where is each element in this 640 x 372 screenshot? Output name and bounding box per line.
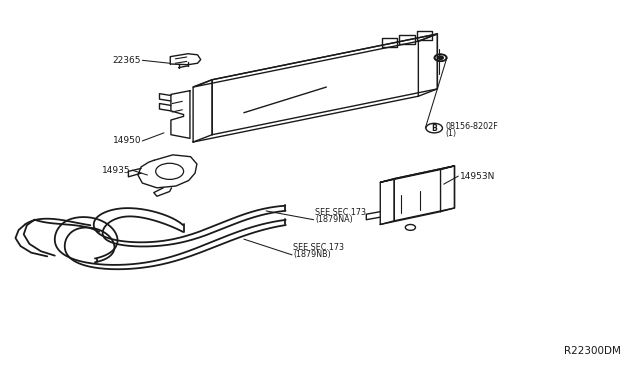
Text: SEE SEC.173: SEE SEC.173	[315, 208, 366, 217]
Text: B: B	[431, 124, 437, 132]
Text: 14950: 14950	[113, 137, 141, 145]
Text: 14935: 14935	[102, 166, 131, 175]
Text: SEE SEC.173: SEE SEC.173	[293, 243, 344, 252]
Text: 08156-8202F: 08156-8202F	[445, 122, 499, 131]
Text: (1879NB): (1879NB)	[293, 250, 331, 259]
Text: R22300DM: R22300DM	[564, 346, 621, 356]
Circle shape	[438, 56, 443, 59]
Text: 22365: 22365	[113, 56, 141, 65]
Text: (1): (1)	[445, 129, 457, 138]
Text: (1879NA): (1879NA)	[315, 215, 353, 224]
Text: 14953N: 14953N	[460, 171, 495, 181]
Circle shape	[438, 56, 443, 59]
